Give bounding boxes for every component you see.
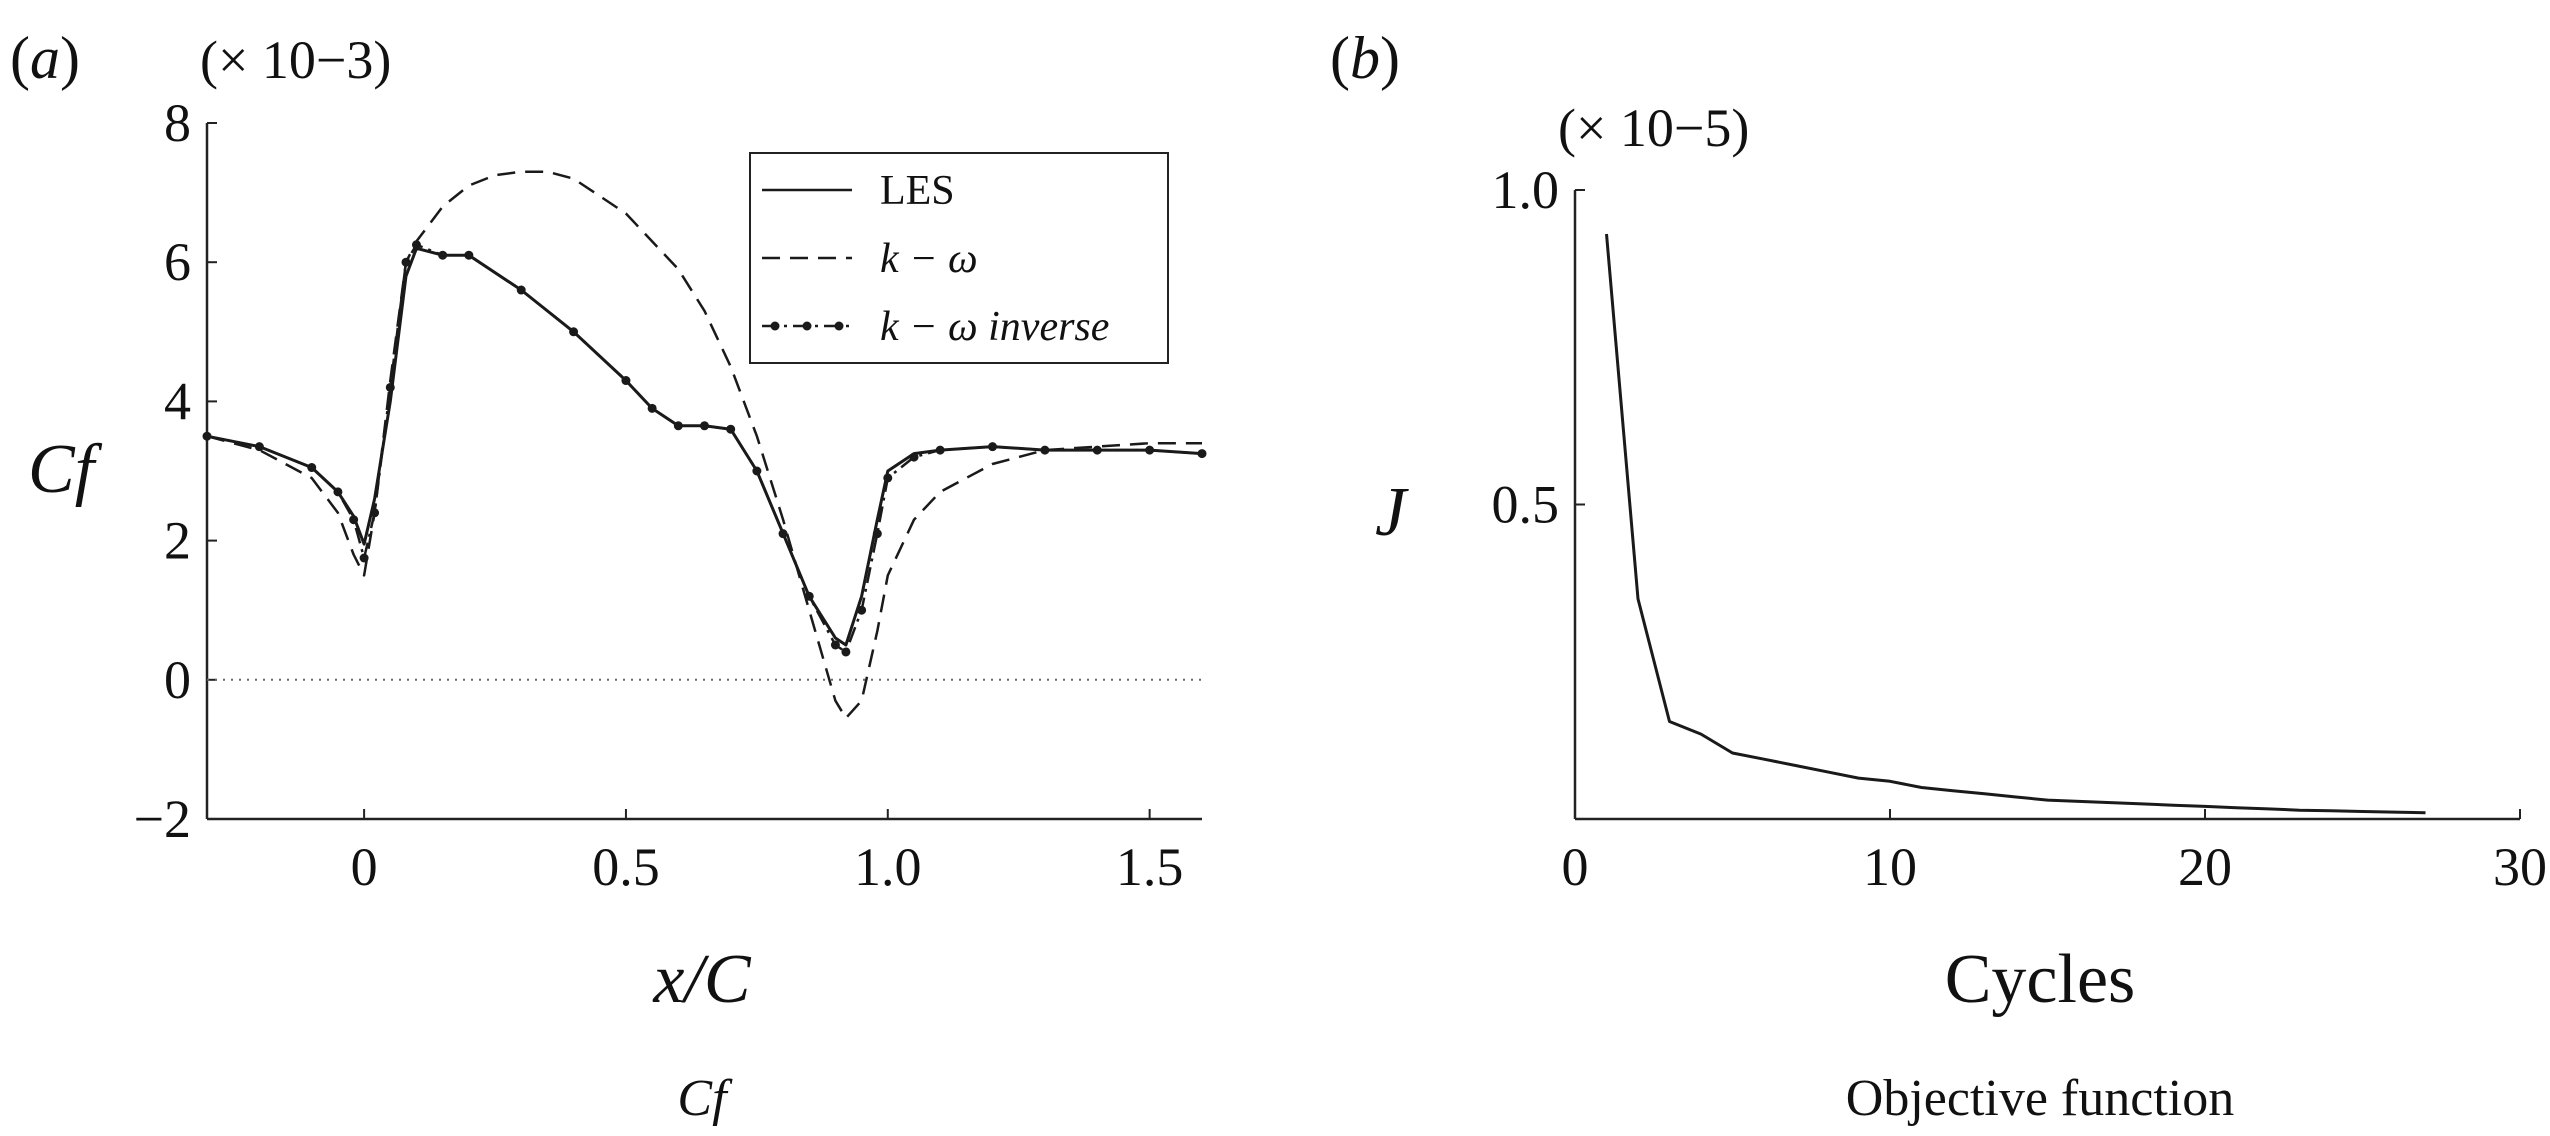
- panel-a-series-2-marker: [909, 452, 919, 462]
- panel-a-series-2-marker: [359, 553, 369, 563]
- panel-a-legend-marker: [802, 321, 812, 331]
- panel-a-series-2-marker: [1145, 445, 1155, 455]
- panel-a-letter: (a): [10, 25, 80, 91]
- panel-a-y-tick-label: 8: [164, 93, 191, 153]
- panel-a-x-tick-label: 1.5: [1116, 837, 1184, 897]
- panel-a-y-axis-label: Cf: [28, 431, 103, 508]
- panel-a-y-tick-label: −2: [134, 789, 191, 849]
- panel-a-x-tick-label: 0.5: [592, 837, 660, 897]
- panel-a-y-tick-label: 6: [164, 232, 191, 292]
- panel-a-x-axis-label: x/C: [652, 941, 752, 1018]
- panel-b-y-multiplier: (× 10−5): [1558, 98, 1749, 158]
- panel-a-series-2-marker: [333, 487, 343, 497]
- panel-a-series-2-marker: [438, 250, 448, 260]
- panel-a-legend: LES k − ω k − ω inverse: [749, 152, 1169, 364]
- panel-b-letter: (b): [1330, 25, 1400, 91]
- panel-a-series-2-marker: [516, 285, 526, 295]
- panel-b-y-axis-label: J: [1375, 474, 1409, 551]
- panel-a-y-multiplier: (× 10−3): [200, 30, 391, 90]
- panel-a-y-tick-label: 0: [164, 650, 191, 710]
- panel-a-legend-marker: [770, 321, 780, 331]
- panel-a-y-tick-label: 2: [164, 511, 191, 571]
- panel-b-caption: Objective function: [1846, 1070, 2234, 1127]
- panel-a-series-2-marker: [370, 508, 380, 518]
- panel-a-series-2-marker: [411, 240, 421, 250]
- panel-a-legend-marker: [834, 321, 844, 331]
- panel-a-series-2-marker: [935, 445, 945, 455]
- panel-b-x-tick-label: 20: [2178, 837, 2232, 897]
- panel-a-series-line-1: [206, 170, 1202, 720]
- panel-a-series-2-marker: [673, 421, 683, 431]
- panel-a-legend-label-0: LES: [880, 168, 955, 214]
- panel-b-y-tick-label: 1.0: [1492, 160, 1560, 220]
- panel-a-legend-label-2: k − ω inverse: [880, 304, 1109, 350]
- panel-b-x-tick-label: 10: [1863, 837, 1917, 897]
- panel-a-y-tick-label: 4: [164, 371, 191, 431]
- panel-a-series-2-marker: [752, 466, 762, 476]
- panel-a-series-2-marker: [988, 442, 998, 452]
- panel-a-series-2-marker: [385, 382, 395, 392]
- panel-a-series-2-marker: [307, 463, 317, 473]
- panel-a-series-2-marker: [830, 640, 840, 650]
- panel-a-series-2-marker: [1040, 445, 1050, 455]
- panel-a-x-tick-label: 0: [351, 837, 378, 897]
- panel-a-plot-area: 0 0.5 1.0 1.5 −2 0 2 4 6 8 LES k − ω k − ω inverse: [134, 93, 1207, 897]
- panel-a-series-2-marker: [700, 421, 709, 431]
- panel-a-series-2-marker: [349, 515, 359, 525]
- panel-a-series-2-marker: [778, 529, 788, 539]
- panel-b-x-axis-label: Cycles: [1945, 941, 2136, 1018]
- panel-b-plot-area: 0 10 20 30 0.5 1.0: [1492, 160, 2548, 897]
- panel-a-series-2-marker: [464, 250, 474, 260]
- panel-a-series-2-marker: [804, 591, 814, 601]
- panel-a-caption: Cf: [677, 1070, 733, 1127]
- panel-a-series-2-marker: [569, 327, 579, 337]
- panel-b-x-tick-label: 30: [2493, 837, 2547, 897]
- panel-a-series-2-marker: [726, 424, 736, 434]
- panel-a-legend-label-1: k − ω: [880, 236, 978, 282]
- panel-a-series-2-marker: [621, 376, 631, 386]
- panel-a-cf-chart: (a) (× 10−3) 0 0.5 1.0 1.5 −2 0 2 4 6 8 LES k − ω k …: [10, 25, 1207, 1127]
- panel-a-series-2-marker: [857, 605, 867, 615]
- panel-a-series-2-marker: [841, 647, 851, 657]
- panel-a-series-2-marker: [254, 442, 264, 452]
- panel-b-objective-chart: (b) (× 10−5) 0 10 20 30 0.5 1.0 J Cycles Obje…: [1330, 25, 2547, 1127]
- panel-a-x-tick-label: 1.0: [854, 837, 922, 897]
- panel-a-series-2-marker: [883, 473, 893, 483]
- panel-b-y-tick-label: 0.5: [1492, 475, 1560, 535]
- panel-a-series-line-2: [206, 243, 1203, 654]
- panel-a-series-2-marker: [401, 257, 411, 267]
- panel-a-series-2-marker: [202, 431, 212, 441]
- panel-a-series-2-marker: [1197, 449, 1207, 459]
- panel-b-x-tick-label: 0: [1562, 837, 1589, 897]
- panel-a-series-2-marker: [872, 529, 882, 539]
- panel-b-series-line-0: [1605, 233, 2426, 815]
- panel-a-series-2-marker: [647, 403, 657, 413]
- panel-a-series-2-marker: [1092, 445, 1102, 455]
